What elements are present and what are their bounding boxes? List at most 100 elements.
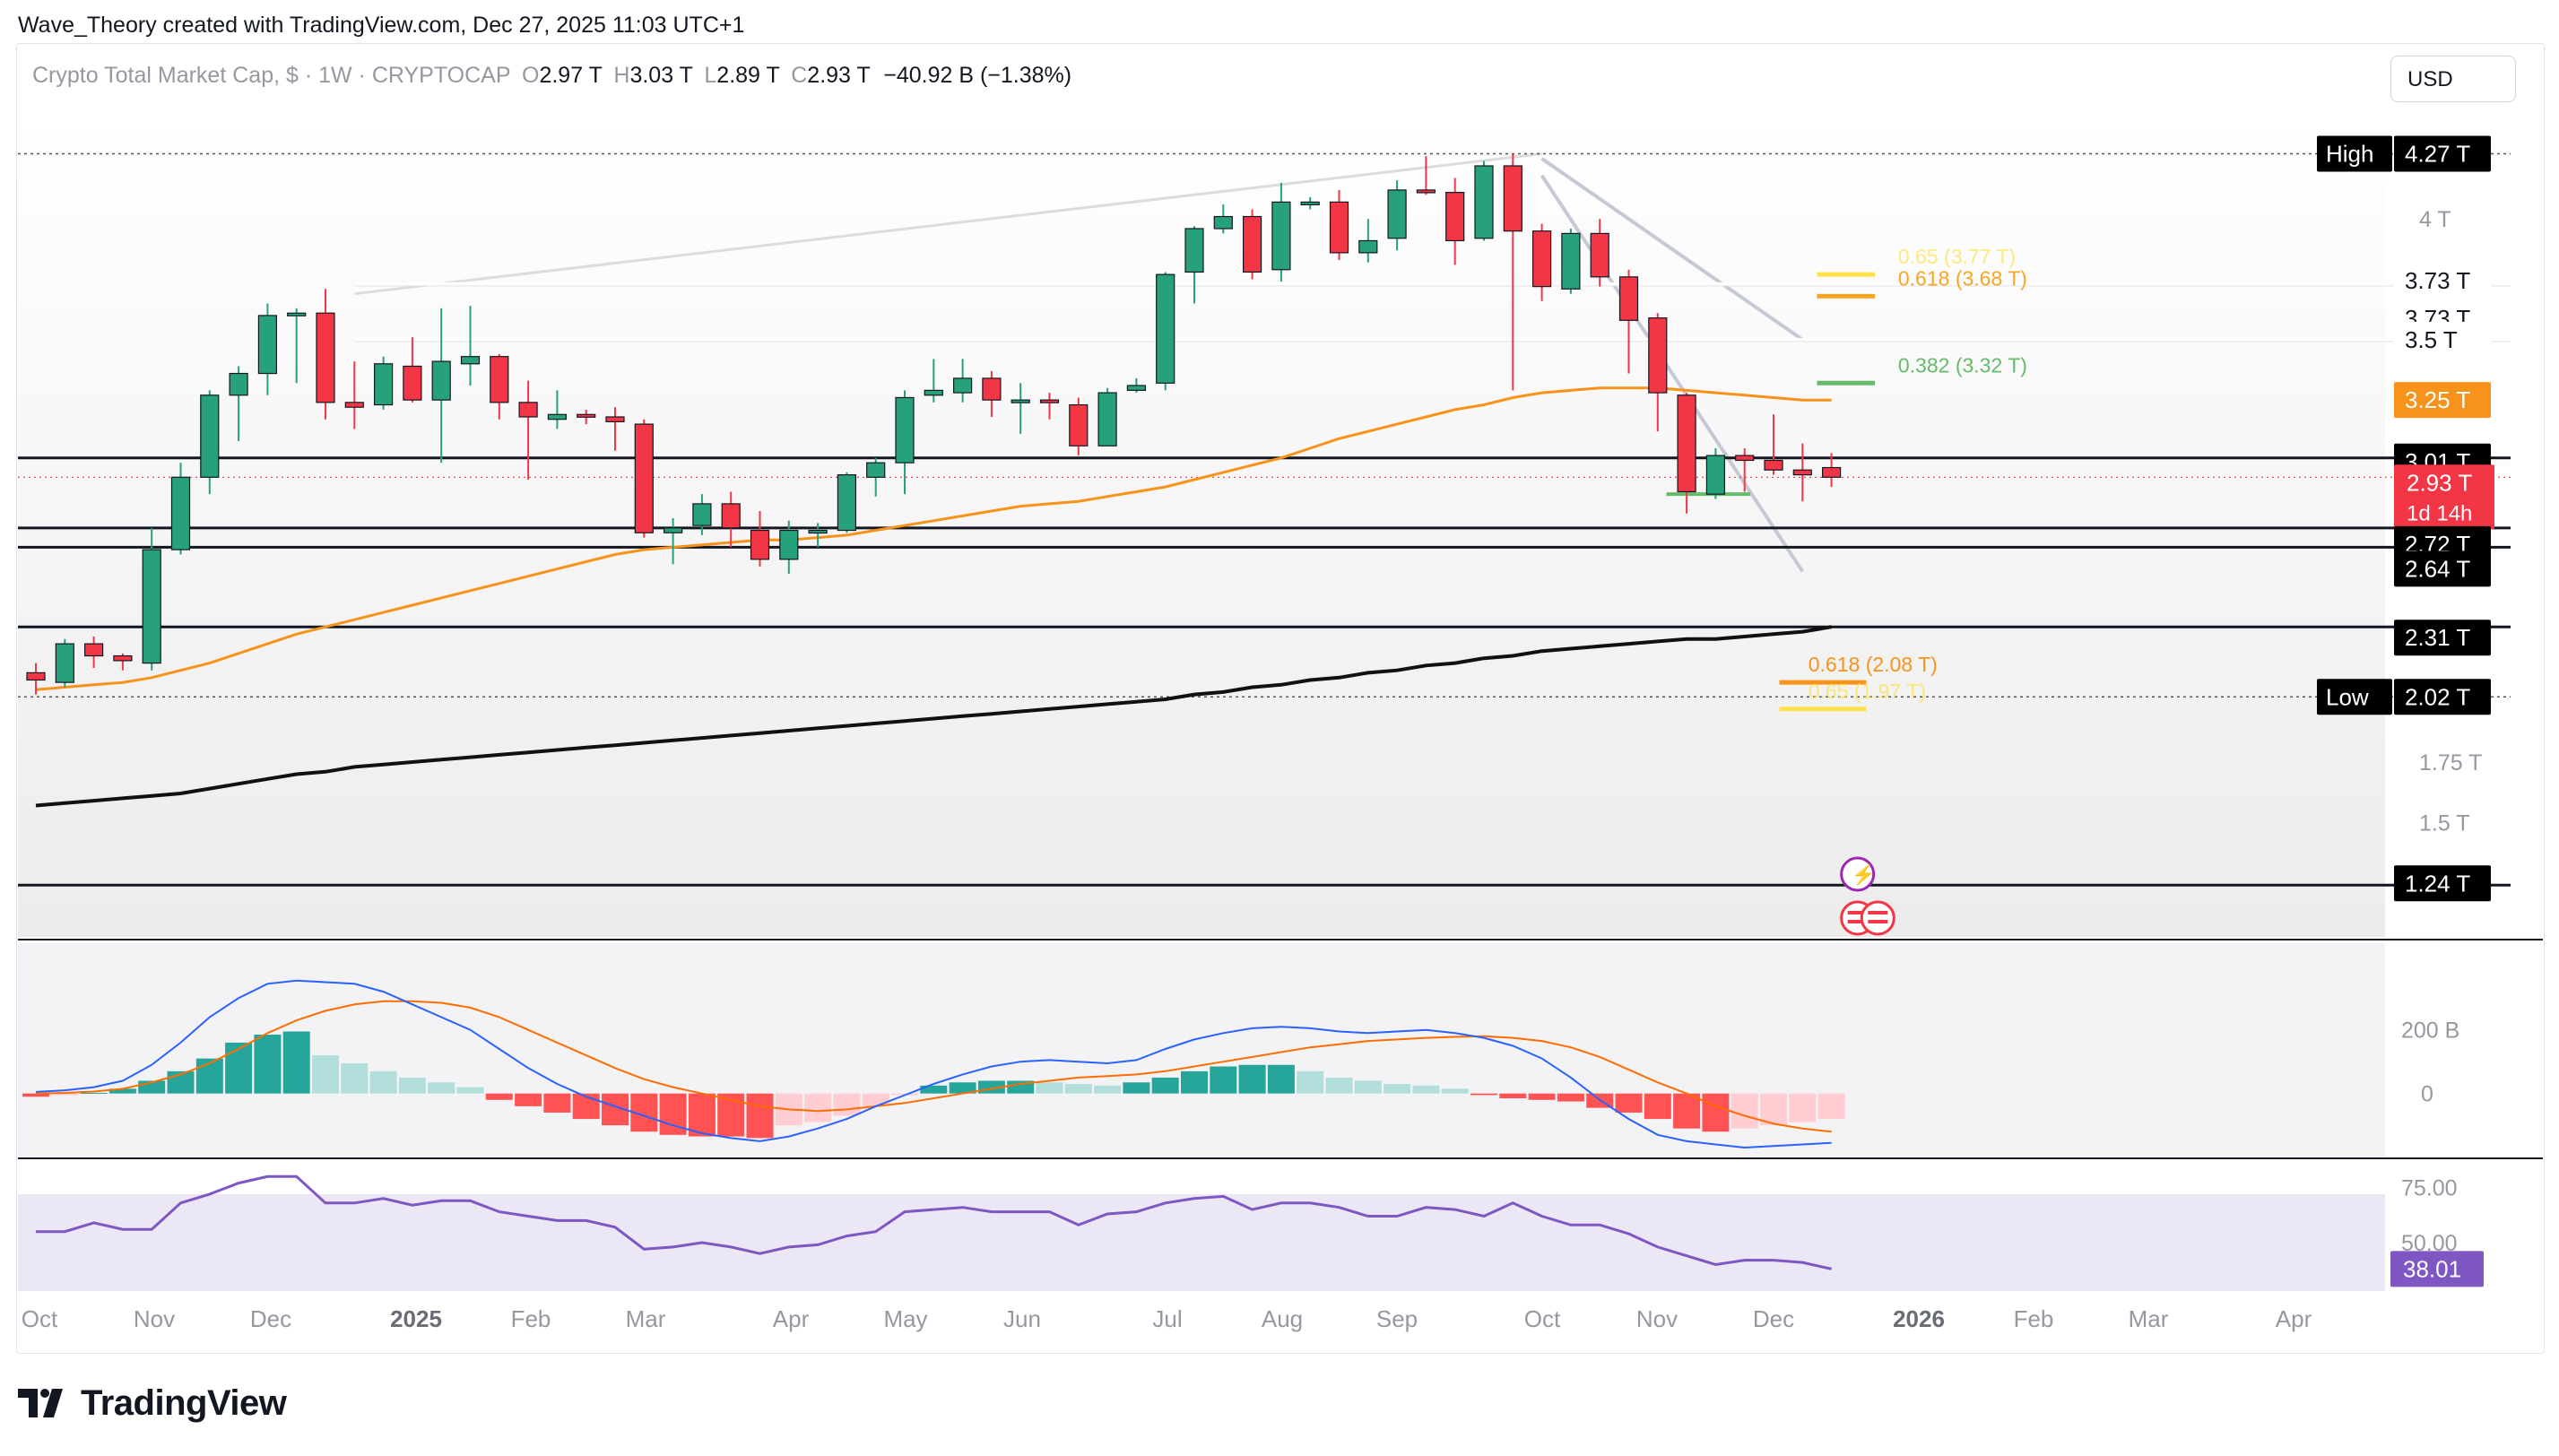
macd-histogram-bar bbox=[485, 1093, 513, 1100]
candle-body bbox=[1705, 455, 1726, 495]
time-axis-label: 2026 bbox=[1893, 1305, 1945, 1332]
candle-body bbox=[1821, 466, 1842, 478]
candle-body bbox=[547, 413, 568, 420]
macd-histogram-bar bbox=[1064, 1084, 1092, 1094]
macd-histogram-bar bbox=[1789, 1093, 1817, 1122]
macd-histogram-bar bbox=[688, 1093, 716, 1137]
macd-histogram-bar bbox=[1441, 1088, 1469, 1094]
macd-histogram-bar bbox=[1644, 1093, 1671, 1120]
candle-body bbox=[83, 643, 104, 657]
macd-pane-background bbox=[18, 943, 2385, 1158]
macd-histogram-bar bbox=[1267, 1064, 1295, 1094]
flag-stripe bbox=[1868, 920, 1888, 923]
time-axis-label: Oct bbox=[22, 1305, 58, 1332]
candle-body bbox=[866, 462, 886, 478]
time-axis-label: Oct bbox=[1524, 1305, 1561, 1332]
flag-stripe bbox=[1847, 911, 1868, 914]
macd-histogram-bar bbox=[341, 1062, 369, 1094]
current-price-label: 2.93 T bbox=[2407, 469, 2472, 496]
fib-level-label: 0.618 (3.68 T) bbox=[1898, 266, 2027, 290]
candle-body bbox=[721, 503, 741, 529]
level-label-low-tag-bg bbox=[2317, 679, 2392, 715]
lightning-event-icon bbox=[1840, 856, 1876, 892]
macd-histogram-bar bbox=[312, 1055, 339, 1094]
candle-body bbox=[1590, 232, 1609, 278]
candle-body bbox=[55, 643, 74, 683]
moving-average-orange bbox=[35, 386, 1832, 691]
time-axis-label: Feb bbox=[511, 1305, 551, 1332]
fib-level-label: 0.618 (2.08 T) bbox=[1809, 653, 1938, 676]
macd-histogram-bar bbox=[1731, 1093, 1758, 1129]
price-axis-tick: 1.5 T bbox=[2419, 810, 2470, 836]
macd-axis-tick: 0 bbox=[2421, 1082, 2433, 1107]
macd-axis-tick: 200 B bbox=[2401, 1018, 2459, 1044]
candle-body bbox=[1764, 459, 1783, 471]
candle-body bbox=[1184, 228, 1204, 273]
macd-histogram-bar bbox=[1817, 1093, 1845, 1120]
rsi-line bbox=[36, 1174, 1832, 1270]
time-axis-label: Apr bbox=[773, 1305, 810, 1332]
candle-body bbox=[1531, 230, 1552, 288]
time-axis-label: Aug bbox=[1262, 1305, 1303, 1332]
symbol-legend: Crypto Total Market Cap, $ · 1W · CRYPTO… bbox=[32, 63, 1071, 89]
macd-histogram-bar bbox=[746, 1093, 774, 1139]
macd-histogram-bar bbox=[920, 1085, 948, 1094]
chart-credit: Wave_Theory created with TradingView.com… bbox=[18, 13, 745, 38]
candle-body bbox=[460, 356, 481, 365]
change-value: −40.92 B (−1.38%) bbox=[883, 63, 1072, 88]
trendline bbox=[1540, 157, 1804, 342]
candle-body bbox=[779, 529, 799, 560]
candle-body bbox=[982, 377, 1002, 401]
candle-body bbox=[1242, 215, 1262, 273]
candle-body bbox=[344, 402, 364, 408]
macd-histogram-bar bbox=[1210, 1066, 1237, 1094]
candle-body bbox=[692, 503, 712, 526]
open-key: O bbox=[522, 63, 540, 88]
low-key: L bbox=[704, 63, 717, 88]
macd-histogram-bar bbox=[833, 1093, 861, 1116]
time-axis-label: Jun bbox=[1003, 1305, 1041, 1332]
macd-histogram-bar bbox=[22, 1093, 49, 1097]
flag-stripe bbox=[1847, 920, 1868, 923]
ma-price-label-bg bbox=[2394, 382, 2491, 419]
candle-body bbox=[924, 389, 943, 396]
macd-histogram-bar bbox=[515, 1093, 542, 1106]
candle-body bbox=[1416, 189, 1436, 194]
candle-body bbox=[577, 413, 596, 418]
level-label: 1.24 T bbox=[2405, 870, 2470, 897]
macd-histogram-bar bbox=[195, 1058, 223, 1094]
time-axis-label: Feb bbox=[2014, 1305, 2054, 1332]
candle-body bbox=[229, 372, 248, 396]
candle-body bbox=[374, 363, 394, 406]
macd-histogram-bar bbox=[949, 1082, 976, 1094]
candle-body bbox=[605, 416, 625, 422]
rsi-band-background bbox=[18, 1194, 2385, 1291]
tradingview-brand[interactable]: TradingView bbox=[18, 1381, 287, 1426]
close-key: C bbox=[791, 63, 808, 88]
current-price-label-bg bbox=[2394, 464, 2494, 530]
time-axis-label: Jul bbox=[1152, 1305, 1182, 1332]
candle-body bbox=[1445, 192, 1465, 242]
symbol-title: Crypto Total Market Cap, $ · 1W · CRYPTO… bbox=[32, 63, 511, 88]
level-label: 2.64 T bbox=[2405, 555, 2470, 582]
flag-stripe bbox=[1868, 911, 1888, 914]
level-label: 2.31 T bbox=[2405, 624, 2470, 651]
macd-histogram-bar bbox=[1354, 1080, 1382, 1094]
currency-button[interactable]: USD bbox=[2390, 56, 2516, 102]
macd-histogram-bar bbox=[1238, 1064, 1266, 1094]
level-label: 3.5 T bbox=[2405, 326, 2458, 353]
candle-body bbox=[490, 356, 509, 403]
macd-histogram-bar bbox=[1151, 1077, 1179, 1094]
macd-histogram-bar bbox=[1094, 1085, 1122, 1094]
brand-name: TradingView bbox=[81, 1382, 287, 1423]
level-label-low-tag: Low bbox=[2326, 683, 2369, 710]
macd-histogram-bar bbox=[1036, 1082, 1063, 1094]
time-axis-label: May bbox=[883, 1305, 927, 1332]
level-label-low-bg bbox=[2394, 679, 2491, 715]
macd-histogram-bar bbox=[51, 1093, 79, 1096]
macd-histogram-bar bbox=[1615, 1093, 1643, 1113]
level-label-high-tag: High bbox=[2326, 141, 2373, 168]
level-label-bg bbox=[2394, 865, 2491, 902]
macd-histogram-bar bbox=[1557, 1093, 1584, 1102]
